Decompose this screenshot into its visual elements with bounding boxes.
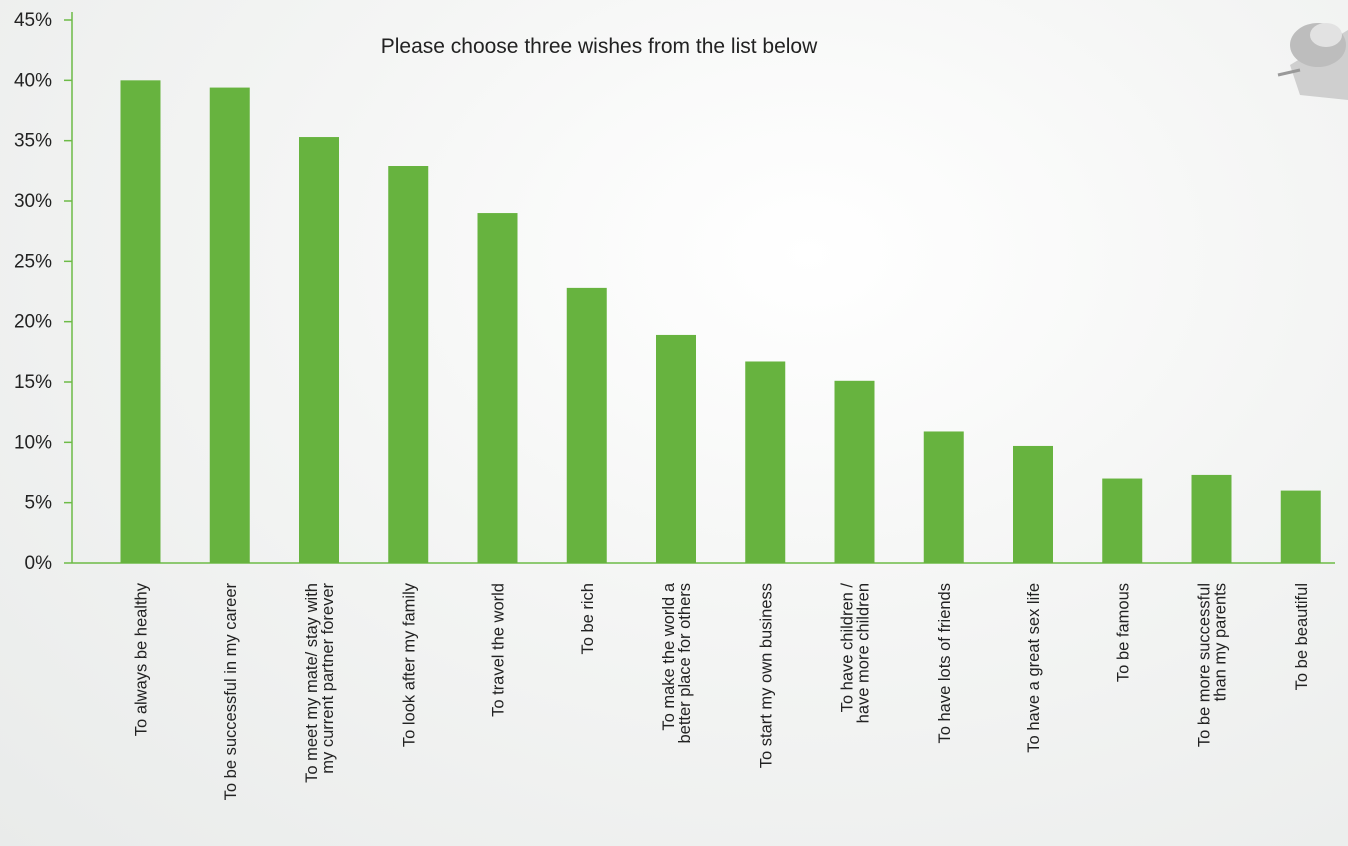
category-label: To be successful in my career — [222, 583, 240, 801]
bar — [1280, 490, 1321, 563]
category-label-line: To always be healthy — [133, 582, 151, 736]
category-label-line: To be famous — [1114, 583, 1132, 682]
category-label-line: my current partner forever — [319, 582, 337, 773]
y-tick-label: 40% — [14, 70, 52, 91]
category-label-line: To look after my family — [400, 582, 418, 747]
category-label-line: To be successful in my career — [222, 583, 240, 801]
bar — [923, 431, 964, 563]
category-label: To travel the world — [490, 583, 508, 717]
y-tick-label: 30% — [14, 191, 52, 212]
category-label-line: To be beautiful — [1293, 583, 1311, 690]
category-label-line: To have children / — [839, 583, 857, 713]
y-tick-label: 10% — [14, 432, 52, 453]
category-label: To look after my family — [400, 582, 418, 747]
bar — [566, 287, 607, 563]
category-label-line: better place for others — [676, 583, 694, 744]
bar — [1191, 474, 1232, 563]
bar — [477, 213, 518, 564]
category-label: To be beautiful — [1293, 583, 1311, 690]
category-label-line: than my parents — [1212, 583, 1230, 701]
category-label-line: To be rich — [579, 583, 597, 655]
category-label: To be famous — [1114, 583, 1132, 682]
bar — [299, 137, 339, 563]
category-label: To have lots of friends — [936, 583, 954, 744]
y-tick-label: 15% — [14, 372, 52, 393]
bar — [834, 380, 875, 563]
y-tick-label: 45% — [14, 10, 52, 31]
category-label-line: To be more successful — [1196, 583, 1214, 747]
y-tick-label: 0% — [25, 553, 53, 574]
category-label-line: To start my own business — [757, 583, 775, 768]
bars — [120, 80, 1321, 564]
y-tick-label: 20% — [14, 312, 52, 333]
y-tick-label: 25% — [14, 251, 52, 272]
category-label-line: To make the world a — [660, 582, 678, 730]
chart-title: Please choose three wishes from the list… — [381, 35, 818, 58]
y-tick-label: 5% — [25, 493, 53, 514]
category-label: To have a great sex life — [1025, 583, 1043, 753]
category-label-line: To have a great sex life — [1025, 583, 1043, 753]
bar — [1013, 445, 1053, 563]
category-label: To always be healthy — [133, 582, 151, 736]
pushpin-icon — [1277, 23, 1348, 100]
category-label: To be rich — [579, 583, 597, 655]
axes: 0% 5% 10% 15% 20% 25% 30% 35% 40% 45% — [14, 10, 1335, 574]
category-label: To start my own business — [757, 583, 775, 768]
category-label: To have children /have more children — [839, 583, 873, 724]
bar — [745, 361, 786, 563]
bar — [388, 166, 429, 564]
bar — [1102, 478, 1143, 563]
y-tick-label: 35% — [14, 131, 52, 152]
bar — [656, 334, 696, 563]
bar — [209, 87, 250, 563]
category-label-line: To travel the world — [490, 583, 508, 717]
bar — [120, 80, 161, 563]
category-labels: To always be healthy To be successful in … — [133, 582, 1311, 800]
category-label-line: To meet my mate/ stay with — [303, 583, 321, 783]
category-label-line: To have lots of friends — [936, 583, 954, 744]
category-label-line: have more children — [855, 583, 873, 723]
